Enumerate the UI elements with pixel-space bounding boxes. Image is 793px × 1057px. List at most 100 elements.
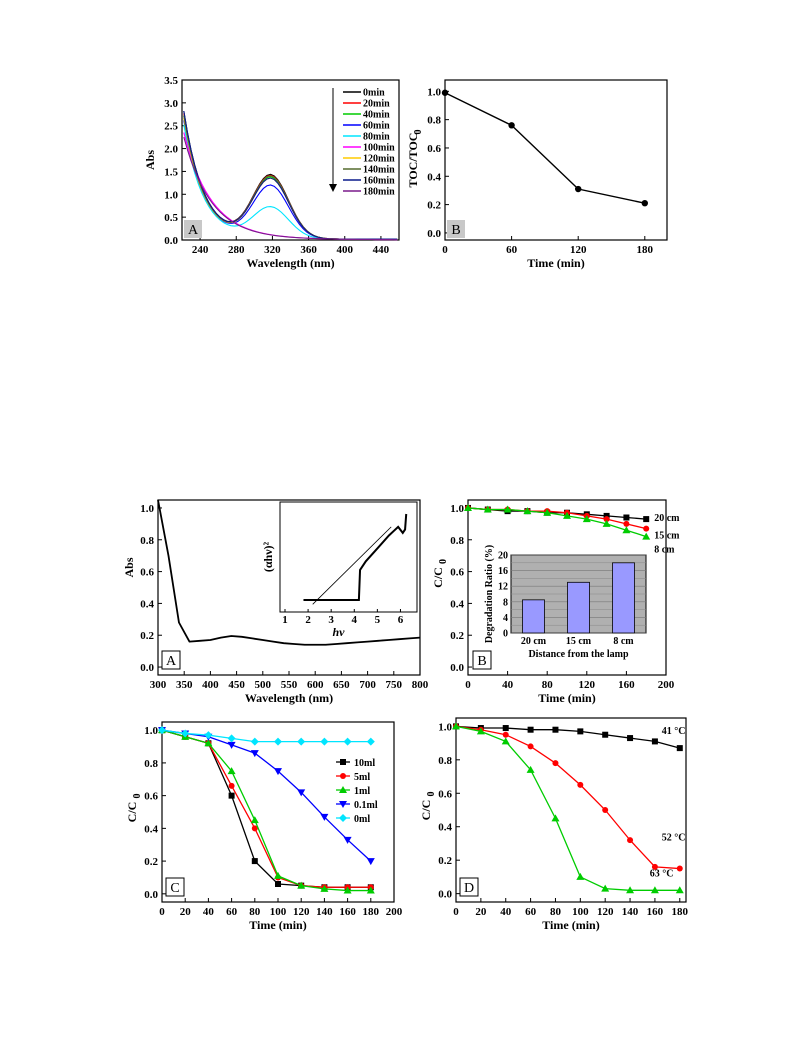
x-tick-label: 20 — [180, 906, 192, 918]
data-point — [477, 726, 484, 733]
series-label: 63 °C — [650, 868, 674, 879]
panel-label-box — [459, 877, 479, 897]
data-point — [623, 514, 630, 521]
y-tick-label: 1.5 — [164, 166, 178, 178]
data-point — [583, 512, 590, 519]
inset-fit-line — [312, 526, 392, 605]
y-axis-label: Abs — [122, 557, 136, 577]
inset-x-tick-label: 2 — [305, 614, 311, 626]
inset-x-label: Distance from the lamp — [528, 649, 629, 660]
data-point — [543, 508, 552, 516]
data-point — [675, 886, 684, 894]
y-tick-label: 0.2 — [140, 630, 154, 642]
data-point — [250, 737, 259, 746]
data-point — [441, 89, 449, 96]
data-point — [227, 741, 236, 749]
spectrum-line — [183, 120, 398, 240]
x-tick-label: 40 — [203, 906, 215, 918]
data-point — [339, 801, 347, 808]
data-point — [343, 836, 352, 844]
time-arrow-head — [329, 184, 337, 192]
data-point — [250, 816, 259, 824]
y-tick-label: 1.0 — [164, 189, 178, 201]
legend-label: 80min — [363, 132, 390, 143]
inset-x-tick-label: 3 — [328, 614, 334, 626]
data-point — [339, 786, 347, 793]
x-tick-label: 180 — [363, 906, 380, 918]
data-point — [344, 884, 351, 891]
data-point — [452, 722, 460, 730]
plot-frame — [444, 79, 668, 241]
data-point — [651, 863, 658, 870]
data-point — [552, 760, 559, 767]
data-point — [502, 731, 509, 738]
data-point — [182, 733, 189, 740]
data-point — [564, 509, 570, 516]
data-point — [643, 525, 650, 532]
data-point — [484, 506, 491, 513]
data-point — [158, 727, 166, 735]
y-tick-label: 3.5 — [164, 75, 178, 87]
data-point — [503, 505, 512, 513]
inset-bar — [612, 562, 635, 634]
data-point — [343, 886, 352, 894]
data-point — [527, 726, 534, 733]
data-point — [501, 737, 510, 745]
x-axis-label: Time (min) — [249, 918, 306, 932]
data-point — [603, 512, 610, 519]
y-axis-label: TOC/TOC — [406, 133, 420, 188]
x-tick-label: 0 — [442, 244, 448, 256]
panel-label: B — [477, 654, 486, 669]
legend-label: 100min — [363, 143, 395, 154]
plot-frame — [181, 79, 400, 241]
y-tick-label: 0.8 — [450, 535, 464, 547]
y-tick-label: 0.8 — [438, 755, 452, 767]
data-point — [465, 504, 471, 511]
x-tick-label: 160 — [647, 906, 664, 918]
y-tick-label: 0.0 — [427, 228, 441, 240]
x-tick-label: 60 — [506, 244, 518, 256]
data-point — [344, 884, 351, 891]
y-tick-label: 0.6 — [450, 567, 464, 579]
data-point — [205, 740, 212, 747]
x-tick-label: 400 — [337, 244, 354, 256]
x-tick-label: 80 — [249, 906, 261, 918]
series-label: 52 °C — [662, 833, 686, 844]
inset-x-tick-label: 8 cm — [613, 636, 634, 647]
x-tick-label: 600 — [307, 679, 324, 691]
y-tick-label: 0.4 — [140, 598, 154, 610]
y-tick-label: 0.5 — [164, 212, 178, 224]
data-point — [623, 520, 630, 527]
y-axis-label-subscript: 0 — [426, 792, 437, 797]
data-point — [366, 886, 375, 894]
y-tick-label: 0.2 — [427, 200, 441, 212]
y-tick-label: 0.2 — [144, 856, 158, 868]
data-point — [181, 729, 190, 738]
y-tick-label: 0.0 — [450, 662, 464, 674]
series-line — [467, 507, 647, 538]
x-tick-label: 120 — [570, 244, 587, 256]
data-point — [320, 813, 329, 821]
x-tick-label: 700 — [359, 679, 376, 691]
spectrum-line — [183, 115, 398, 240]
data-point — [464, 503, 472, 511]
y-tick-label: 1.0 — [427, 86, 441, 98]
legend-label: 0min — [363, 88, 385, 99]
y-tick-label: 0.4 — [450, 598, 464, 610]
y-tick-label: 3.0 — [164, 98, 178, 110]
data-point — [320, 737, 329, 746]
y-axis-label-subscript: 0 — [132, 794, 143, 799]
panel-label-box — [184, 220, 202, 238]
y-tick-label: 0.8 — [144, 758, 158, 770]
legend-label: 5ml — [354, 772, 370, 783]
y-tick-label: 1.0 — [140, 503, 154, 515]
legend-label: 160min — [363, 176, 395, 187]
series-line — [161, 729, 371, 888]
x-tick-label: 400 — [202, 679, 219, 691]
y-tick-label: 0.0 — [140, 662, 154, 674]
x-tick-label: 60 — [525, 906, 537, 918]
data-point — [367, 884, 374, 891]
x-tick-label: 800 — [412, 679, 429, 691]
inset-curve — [303, 513, 408, 601]
